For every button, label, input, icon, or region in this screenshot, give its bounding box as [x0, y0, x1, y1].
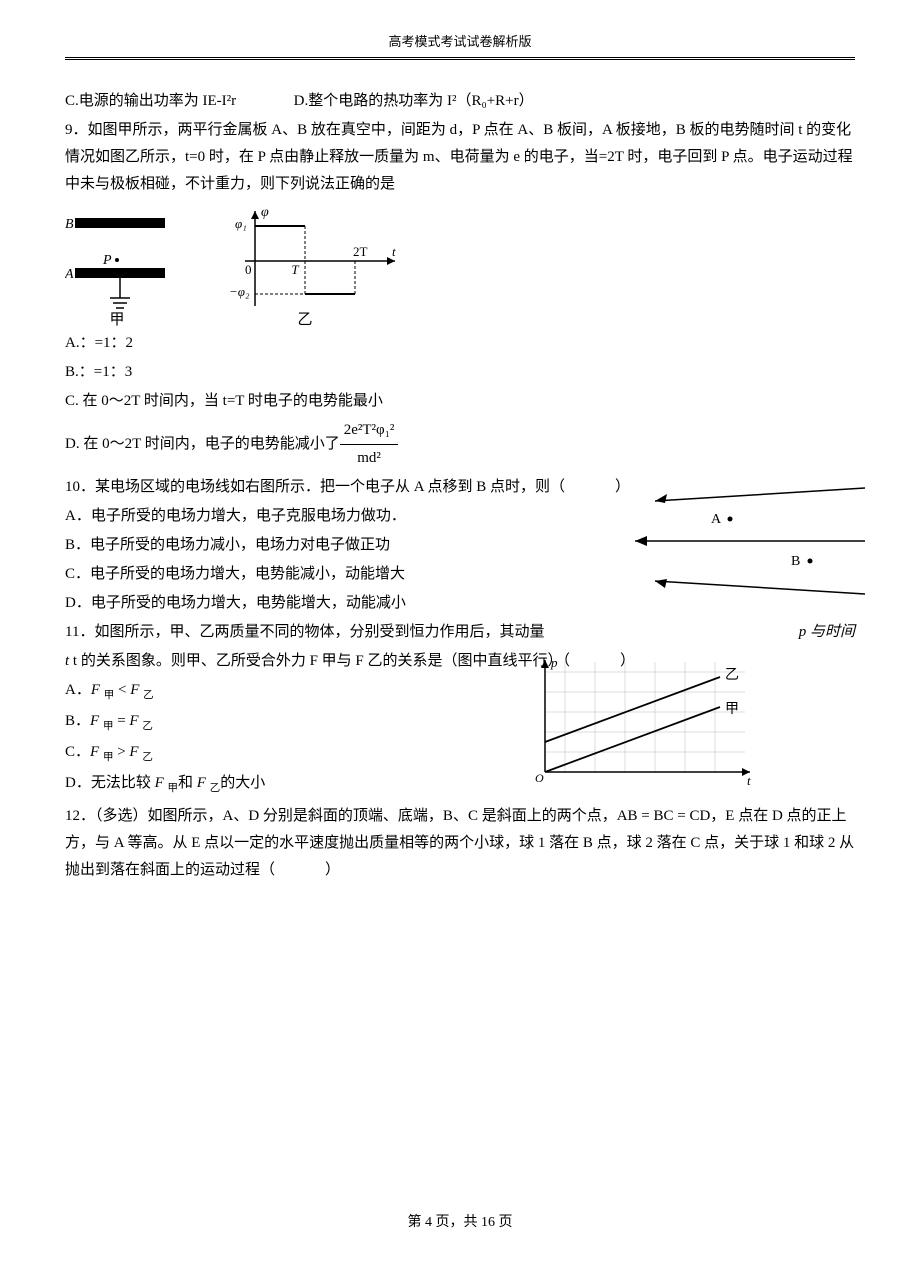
q9-stem-text: 如图甲所示，两平行金属板 A、B 放在真空中，间距为 d，P 点在 A、B 板间…	[65, 122, 853, 192]
prev-opt-c: C.电源的输出功率为 IE-I²r	[65, 93, 236, 109]
footer-current-page: 4	[425, 1215, 432, 1230]
label-T: T	[291, 262, 299, 277]
label-A: A	[65, 267, 74, 282]
label-phi1: φ₁	[235, 216, 247, 231]
q11-label-yi: 乙	[725, 667, 739, 683]
q9-optD-den: md²	[340, 445, 399, 472]
q12-number: 12．	[65, 808, 95, 824]
fraction-icon: 2e²T²φ₁² md²	[340, 417, 399, 472]
q11-stem1a: 如图所示，甲、乙两质量不同的物体，分别受到恒力作用后，其动量	[94, 624, 544, 640]
q11-pt-graph: p t O 乙 甲	[525, 657, 755, 787]
q10-number: 10．	[65, 479, 95, 495]
q12-stem: 12．（多选）如图所示，A、D 分别是斜面的顶端、底端，B、C 是斜面上的两个点…	[65, 803, 855, 884]
prev-options-row: C.电源的输出功率为 IE-I²r D.整个电路的热功率为 I²（R₀+R+r）	[65, 88, 855, 115]
q10-label-A: A	[711, 512, 722, 527]
q9-diagrams: B A P 甲 φ φ₁ 0 −φ₂ T	[65, 206, 855, 326]
q11-label-t: t	[747, 773, 751, 787]
q12-stem-end: ）	[325, 862, 340, 878]
q9-opt-d: D. 在 0～2T 时间内，电子的电势能减小了 2e²T²φ₁² md²	[65, 417, 855, 472]
label-2T: 2T	[353, 244, 368, 259]
q11-stem2: t 的关系图象。则甲、乙所受合外力 F 甲与 F 乙的关系是（图中直线平行）（	[73, 653, 570, 669]
label-B: B	[65, 217, 74, 232]
q9-opt-b: B.：=1：3	[65, 359, 855, 386]
label-jia: 甲	[109, 312, 124, 326]
footer-post: 页	[495, 1215, 513, 1230]
q11-label-jia: 甲	[725, 702, 739, 717]
page-footer: 第 4 页，共 16 页	[0, 1210, 920, 1235]
q11-stem-row1: 11．如图所示，甲、乙两质量不同的物体，分别受到恒力作用后，其动量 p 与时间	[65, 619, 855, 646]
footer-mid: 页，共	[432, 1215, 481, 1230]
page-header: 高考模式考试试卷解析版	[65, 30, 855, 58]
footer-pre: 第	[408, 1215, 426, 1230]
label-phi2: −φ₂	[229, 284, 250, 299]
q11-stem1b: p 与时间	[799, 619, 855, 646]
q9-diagram-yi: φ φ₁ 0 −φ₂ T 2T t 乙	[225, 206, 405, 326]
q11-label-p: p	[550, 657, 558, 670]
label-zero: 0	[245, 262, 252, 277]
label-P: P	[102, 253, 112, 268]
q11-block: 11．如图所示，甲、乙两质量不同的物体，分别受到恒力作用后，其动量 p 与时间 …	[65, 619, 855, 799]
label-t: t	[392, 244, 396, 259]
q11-number: 11．	[65, 624, 94, 640]
q12-stem-text: （多选）如图所示，A、D 分别是斜面的顶端、底端，B、C 是斜面上的两个点，AB…	[65, 808, 854, 878]
q9-number: 9．	[65, 122, 88, 138]
q9-optD-num: 2e²T²φ₁²	[340, 417, 399, 445]
q9-opt-c: C. 在 0～2T 时间内，当 t=T 时电子的电势能最小	[65, 388, 855, 415]
prev-opt-d: D.整个电路的热功率为 I²（R₀+R+r）	[294, 93, 534, 109]
q11-label-O: O	[535, 771, 544, 785]
q9-opt-a: A.：=1：2	[65, 330, 855, 357]
q9-diagram-jia: B A P 甲	[65, 206, 195, 326]
footer-total-pages: 16	[481, 1215, 495, 1230]
label-phi: φ	[261, 206, 269, 220]
q10-field-lines-diagram: A B	[615, 486, 865, 606]
q10-block: 10．某电场区域的电场线如右图所示．把一个电子从 A 点移到 B 点时，则（） …	[65, 474, 855, 617]
label-yi: 乙	[297, 312, 312, 326]
q10-stem-text: 某电场区域的电场线如右图所示．把一个电子从 A 点移到 B 点时，则（	[95, 479, 565, 495]
q9-opt-d-pre: D. 在 0～2T 时间内，电子的电势能减小了	[65, 431, 340, 458]
header-text: 高考模式考试试卷解析版	[388, 34, 531, 49]
q10-label-B: B	[791, 554, 800, 569]
q9-stem: 9．如图甲所示，两平行金属板 A、B 放在真空中，间距为 d，P 点在 A、B …	[65, 117, 855, 198]
